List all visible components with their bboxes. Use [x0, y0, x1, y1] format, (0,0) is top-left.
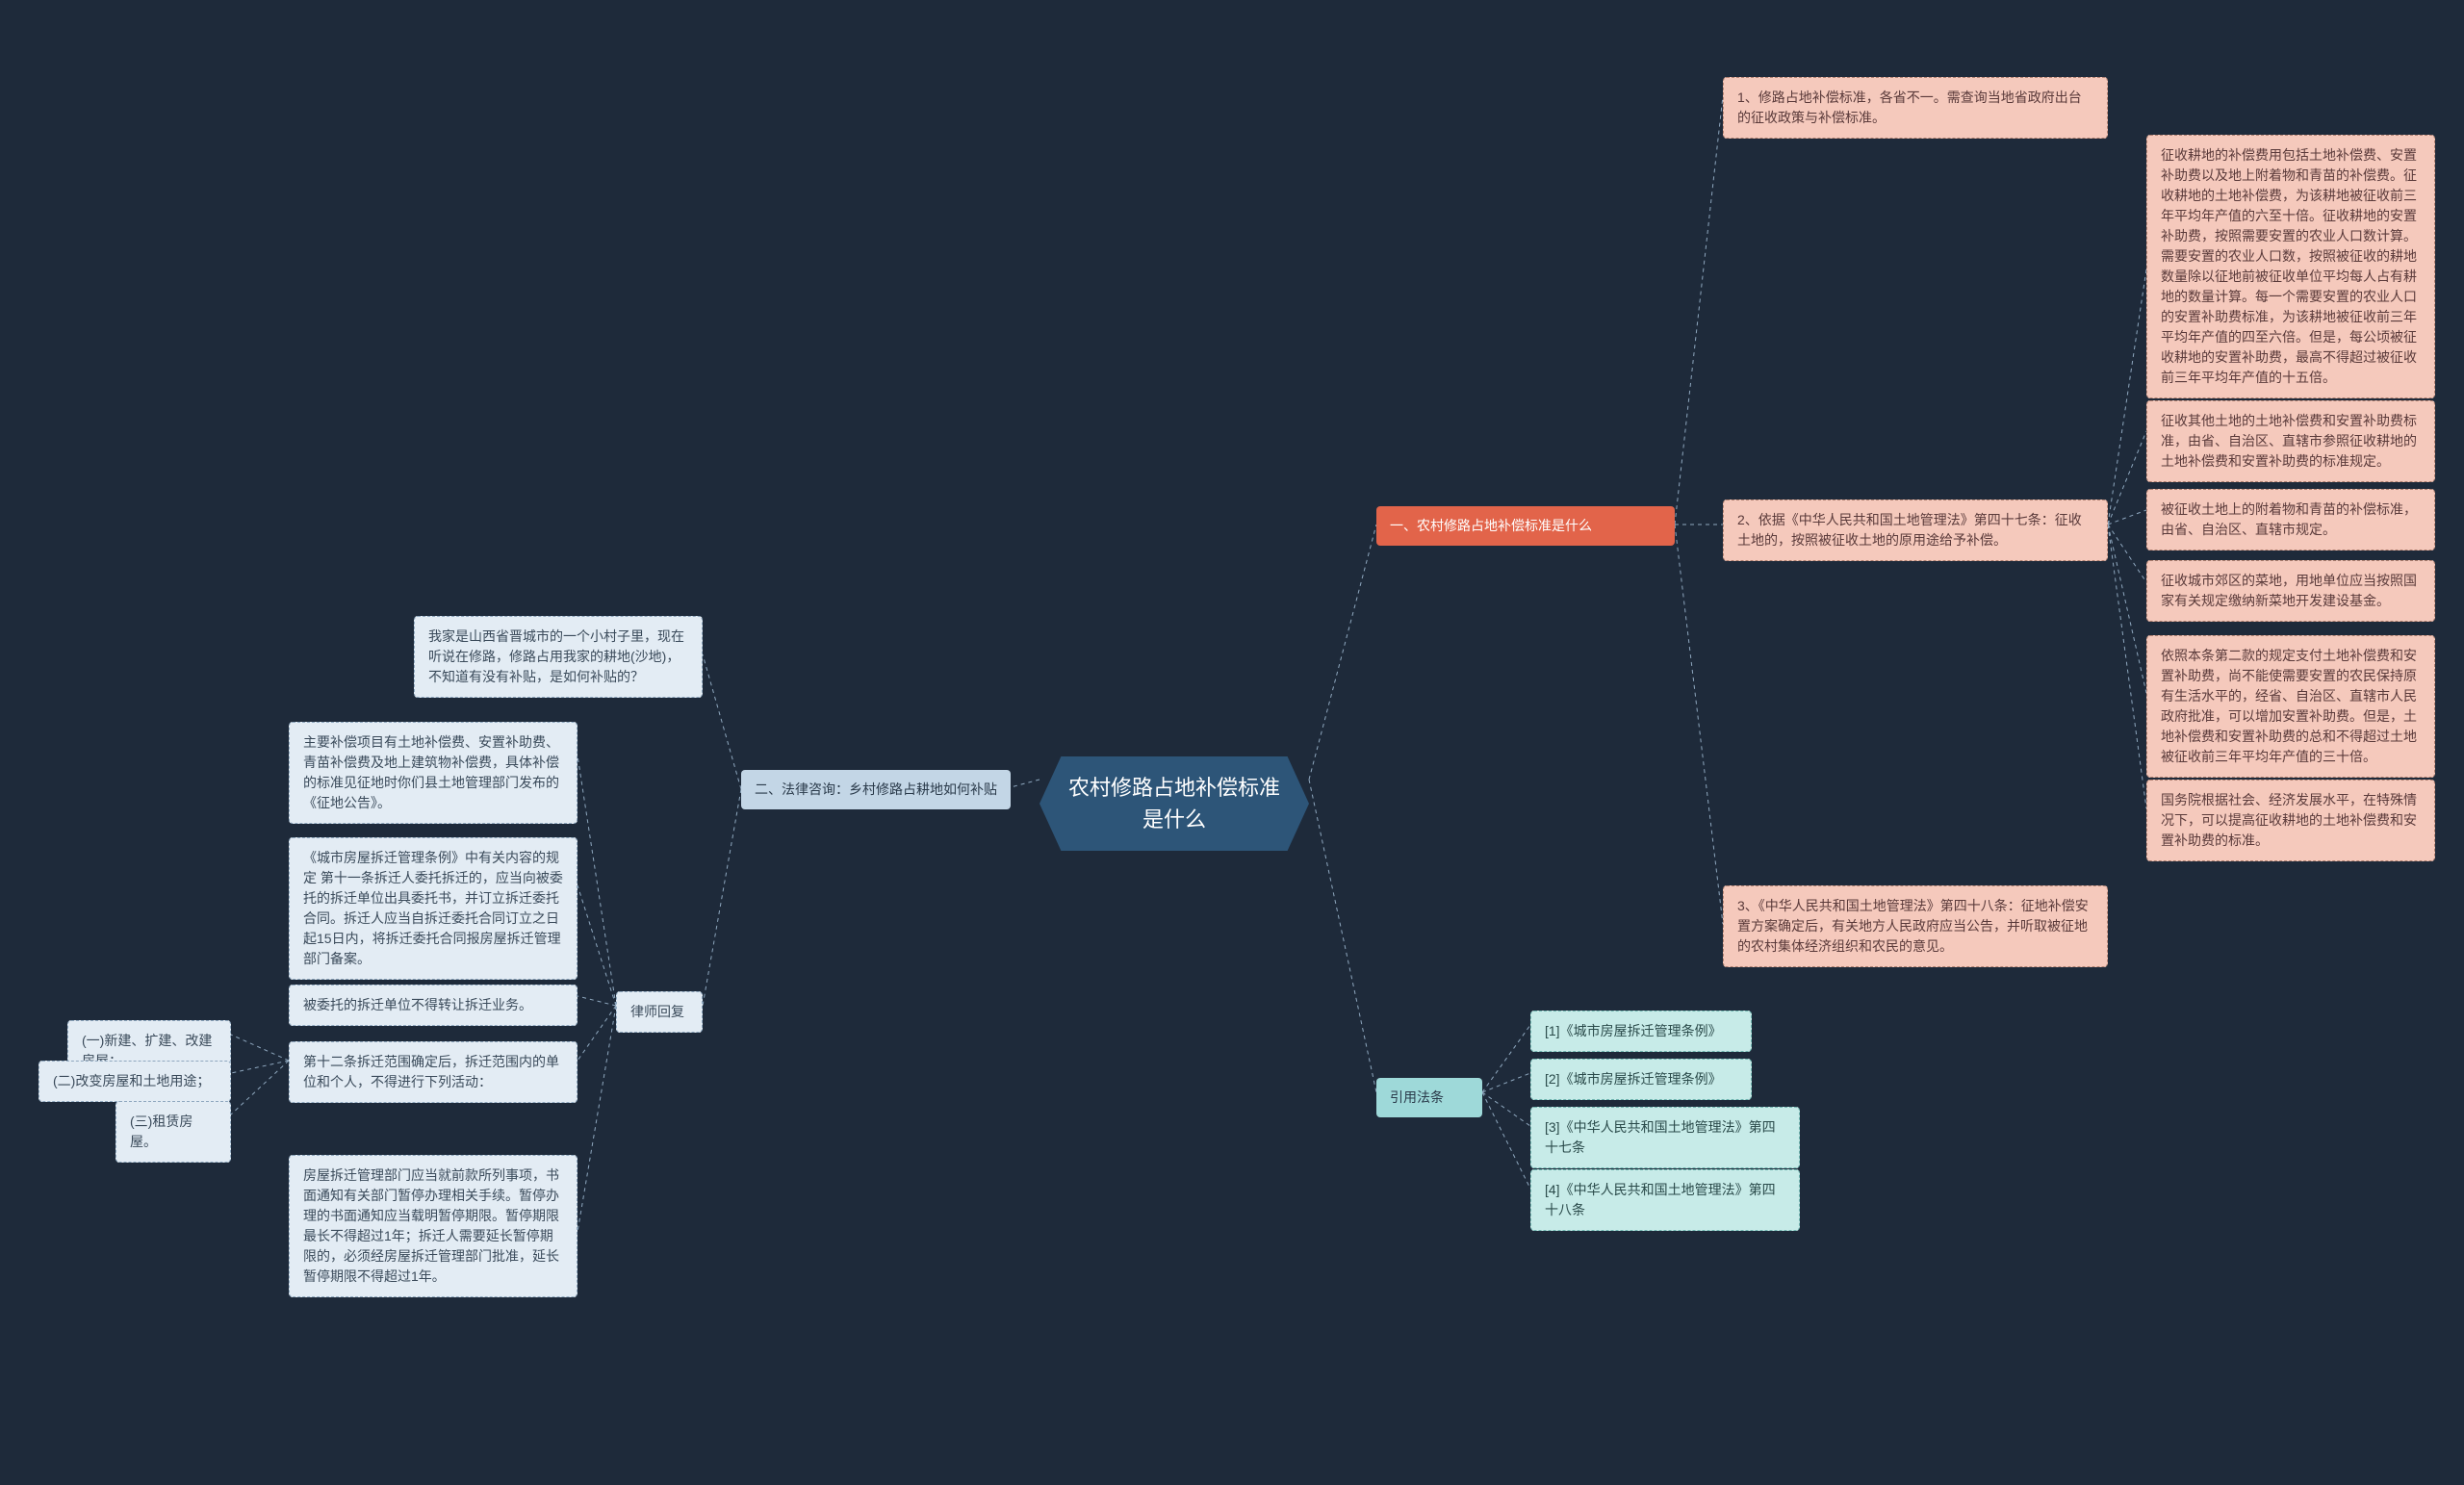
section3-item-1: [2]《城市房屋拆迁管理条例》: [1530, 1059, 1752, 1100]
section2-lawyer-label: 律师回复: [616, 991, 703, 1033]
section3-item-0: [1]《城市房屋拆迁管理条例》: [1530, 1011, 1752, 1052]
section1-item2-sub-5: 国务院根据社会、经济发展水平，在特殊情况下，可以提高征收耕地的土地补偿费和安置补…: [2146, 780, 2435, 861]
section2-lawyer-item-1: 《城市房屋拆迁管理条例》中有关内容的规定 第十一条拆迁人委托拆迁的，应当向被委托…: [289, 837, 578, 980]
section2-lawyer-item-3: 第十二条拆迁范围确定后，拆迁范围内的单位和个人，不得进行下列活动：: [289, 1041, 578, 1103]
section1-item-1: 2、依据《中华人民共和国土地管理法》第四十七条：征收土地的，按照被征收土地的原用…: [1723, 499, 2108, 561]
section1-item2-sub-2: 被征收土地上的附着物和青苗的补偿标准，由省、自治区、直辖市规定。: [2146, 489, 2435, 550]
section1-item2-sub-1: 征收其他土地的土地补偿费和安置补助费标准，由省、自治区、直辖市参照征收耕地的土地…: [2146, 400, 2435, 482]
section3-item-2: [3]《中华人民共和国土地管理法》第四十七条: [1530, 1107, 1800, 1168]
root-node: 农村修路占地补偿标准是什么: [1040, 756, 1309, 851]
section2-art12-sub-2: (三)租赁房屋。: [116, 1101, 231, 1163]
section1-item2-sub-4: 依照本条第二款的规定支付土地补偿费和安置补助费，尚不能使需要安置的农民保持原有生…: [2146, 635, 2435, 778]
section3-item-3: [4]《中华人民共和国土地管理法》第四十八条: [1530, 1169, 1800, 1231]
section2-lawyer-item-2: 被委托的拆迁单位不得转让拆迁业务。: [289, 985, 578, 1026]
section2-lawyer-item-0: 主要补偿项目有土地补偿费、安置补助费、青苗补偿费及地上建筑物补偿费，具体补偿的标…: [289, 722, 578, 824]
section2-art12-sub-1: (二)改变房屋和土地用途；: [38, 1061, 231, 1102]
section1-item-0: 1、修路占地补偿标准，各省不一。需查询当地省政府出台的征收政策与补偿标准。: [1723, 77, 2108, 139]
section2-title: 二、法律咨询：乡村修路占耕地如何补贴: [741, 770, 1011, 809]
section2-question: 我家是山西省晋城市的一个小村子里，现在听说在修路，修路占用我家的耕地(沙地)，不…: [414, 616, 703, 698]
section1-item2-sub-0: 征收耕地的补偿费用包括土地补偿费、安置补助费以及地上附着物和青苗的补偿费。征收耕…: [2146, 135, 2435, 398]
section1-item2-sub-3: 征收城市郊区的菜地，用地单位应当按照国家有关规定缴纳新菜地开发建设基金。: [2146, 560, 2435, 622]
section2-lawyer-item-4: 房屋拆迁管理部门应当就前款所列事项，书面通知有关部门暂停办理相关手续。暂停办理的…: [289, 1155, 578, 1297]
section1-item-2: 3、《中华人民共和国土地管理法》第四十八条：征地补偿安置方案确定后，有关地方人民…: [1723, 885, 2108, 967]
section3-title: 引用法条: [1376, 1078, 1482, 1117]
section1-title: 一、农村修路占地补偿标准是什么: [1376, 506, 1675, 546]
